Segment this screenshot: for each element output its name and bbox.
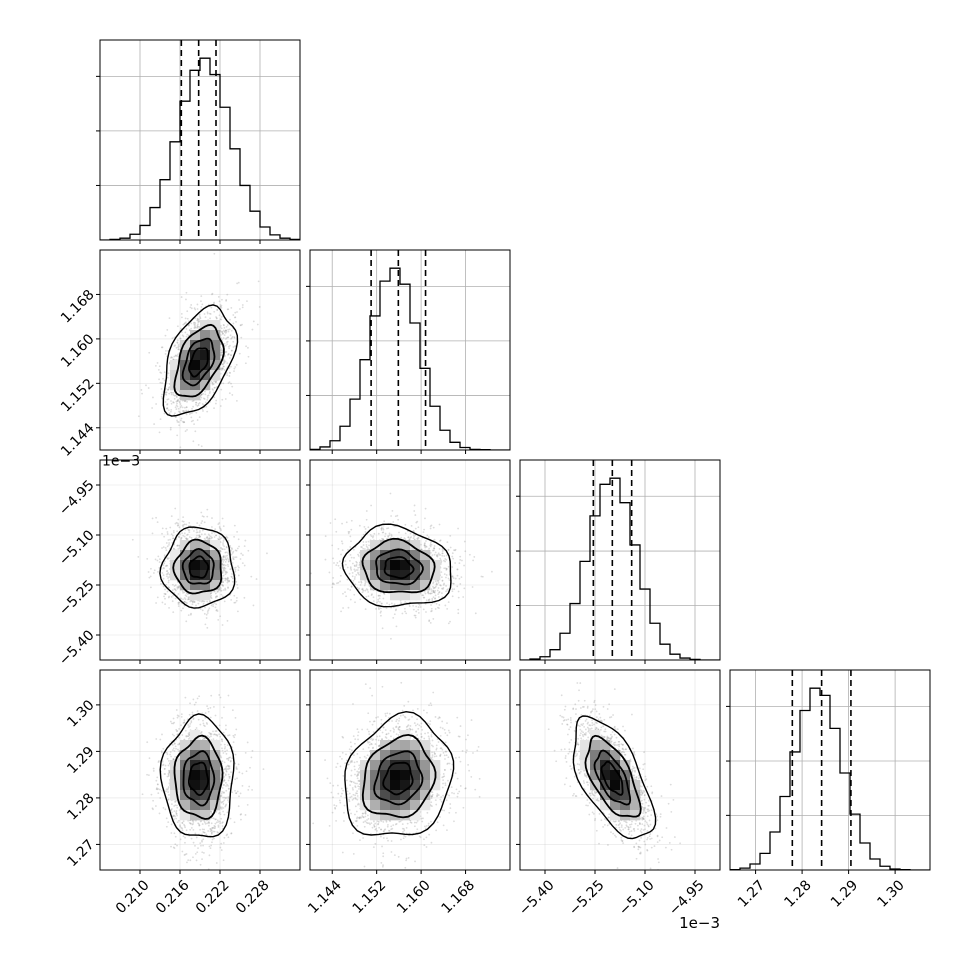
- contour-2-1-2: [375, 548, 424, 586]
- x-tick-label-3-2: 1.29: [828, 877, 861, 910]
- x-tick-label-1-1: 1.152: [350, 877, 390, 917]
- contour-2-0-3: [188, 555, 210, 579]
- contour-3-1-3: [382, 761, 414, 796]
- y-tick-label-3-3: 1.30: [64, 697, 97, 730]
- contour-2-1-3: [383, 556, 415, 580]
- x-tick-label-1-0: 1.144: [305, 877, 345, 917]
- y-tick-label-2-2: −5.10: [56, 527, 98, 569]
- frame-0-0: [99, 39, 301, 241]
- panel-3-1: [306, 669, 511, 874]
- x-offset-label: 1e−3: [679, 914, 720, 932]
- frame-3-1: [309, 669, 511, 871]
- panel-2-0: [96, 459, 301, 664]
- y-tick-label-2-0: −5.40: [56, 627, 98, 669]
- contour-2-1-1: [361, 537, 436, 594]
- contour-2-0-1: [172, 538, 223, 595]
- x-tick-label-2-3: −4.95: [666, 877, 708, 919]
- histogram-3: [730, 687, 930, 870]
- y-offset-label: 1e−3: [102, 454, 140, 470]
- frame-1-0: [99, 249, 301, 451]
- contour-3-2-3: [600, 760, 624, 796]
- frame-2-2: [519, 459, 721, 661]
- histogram-1: [310, 267, 510, 450]
- y-tick-label-1-1: 1.152: [58, 376, 98, 416]
- x-tick-label-0-3: 0.228: [233, 877, 273, 917]
- contour-1-0-2: [181, 337, 216, 387]
- y-tick-label-3-1: 1.28: [64, 790, 97, 823]
- x-tick-label-1-3: 1.168: [439, 877, 479, 917]
- x-tick-label-2-2: −5.10: [616, 877, 658, 919]
- frame-3-0: [99, 669, 301, 871]
- contour-1-0-1: [173, 323, 225, 398]
- x-tick-label-0-1: 0.216: [153, 877, 193, 917]
- contour-3-1-2: [373, 750, 424, 806]
- frame-2-0: [99, 459, 301, 661]
- x-tick-label-3-0: 1.27: [735, 877, 768, 910]
- contour-3-1-1: [361, 733, 437, 819]
- frame-2-1: [309, 459, 511, 661]
- panel-2-2: [516, 459, 721, 664]
- contour-3-2-0: [572, 715, 657, 840]
- contour-3-1-0: [344, 710, 455, 836]
- y-tick-label-2-3: −4.95: [56, 477, 98, 519]
- x-tick-label-2-1: −5.25: [566, 877, 608, 919]
- y-tick-label-3-2: 1.29: [64, 744, 97, 777]
- contour-2-0-2: [181, 547, 215, 585]
- y-tick-label-3-0: 1.27: [64, 837, 97, 870]
- density-3-0: [170, 730, 221, 821]
- panel-0-0: [96, 39, 301, 244]
- y-tick-label-1-0: 1.144: [58, 420, 98, 460]
- y-tick-label-1-3: 1.168: [58, 287, 98, 327]
- panel-3-2: [516, 669, 721, 874]
- frame-3-3: [729, 669, 931, 871]
- contour-3-0-1: [173, 734, 224, 820]
- y-tick-label-2-1: −5.25: [56, 577, 98, 619]
- x-tick-label-3-3: 1.30: [874, 877, 907, 910]
- contour-2-1-0: [341, 523, 452, 608]
- frame-3-2: [519, 669, 721, 871]
- contour-1-0-3: [188, 347, 209, 378]
- frame-1-1: [309, 249, 511, 451]
- contour-3-0-2: [182, 750, 216, 807]
- panel-3-3: [726, 669, 931, 874]
- x-tick-label-3-1: 1.28: [781, 877, 814, 910]
- y-tick-label-1-2: 1.160: [58, 331, 98, 371]
- contour-3-0-3: [188, 761, 210, 797]
- panel-3-0: [96, 669, 301, 874]
- x-tick-label-2-0: −5.40: [516, 877, 558, 919]
- contour-3-2-2: [593, 749, 632, 806]
- panel-1-0: [96, 249, 301, 454]
- contour-3-2-1: [584, 734, 642, 818]
- panel-1-1: [306, 249, 511, 454]
- histogram-0: [100, 57, 300, 240]
- panel-2-1: [306, 459, 511, 664]
- x-tick-label-0-0: 0.210: [113, 877, 153, 917]
- contour-1-0-0: [162, 304, 239, 417]
- contour-3-0-0: [159, 713, 235, 838]
- contour-2-0-0: [159, 526, 236, 609]
- x-tick-label-1-2: 1.160: [394, 877, 434, 917]
- x-tick-label-0-2: 0.222: [193, 877, 233, 917]
- histogram-2: [520, 477, 720, 660]
